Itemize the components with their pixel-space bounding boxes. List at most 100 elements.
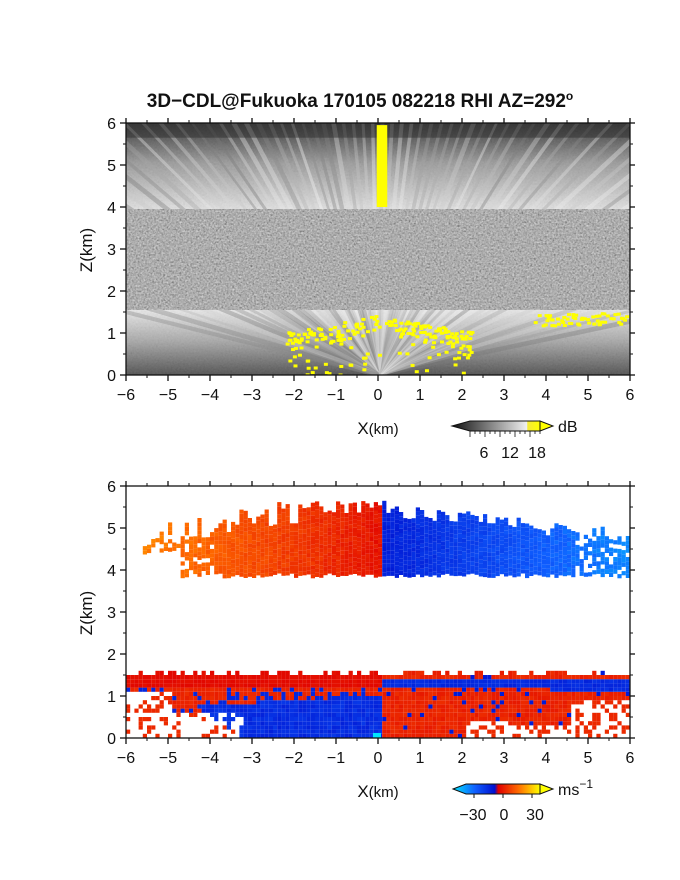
velocity-cell: [352, 506, 357, 511]
velocity-cell: [415, 520, 420, 525]
velocity-cell: [525, 536, 530, 541]
velocity-cell: [168, 526, 173, 531]
velocity-cell: [420, 573, 425, 578]
velocity-cell: [252, 565, 257, 570]
velocity-cell: [478, 563, 483, 569]
velocity-cell: [466, 687, 471, 692]
yellow-pixel: [433, 336, 438, 340]
velocity-cell: [218, 708, 223, 713]
velocity-cell: [508, 679, 513, 684]
velocity-cell: [260, 700, 265, 705]
velocity-cell: [306, 553, 311, 558]
velocity-cell: [373, 721, 378, 726]
velocity-cell: [625, 569, 630, 574]
velocity-cell: [470, 561, 475, 566]
velocity-cell: [264, 700, 269, 705]
velocity-cell: [235, 679, 240, 684]
velocity-cell: [210, 704, 215, 709]
velocity-cell: [436, 573, 441, 578]
velocity-cell: [340, 696, 345, 701]
velocity-cell: [558, 562, 563, 567]
velocity-cell: [403, 547, 408, 552]
velocity-cell: [285, 520, 290, 526]
velocity-cell: [239, 700, 244, 705]
velocity-cell: [483, 568, 488, 573]
velocity-cell: [550, 545, 555, 550]
velocity-cell: [546, 679, 551, 684]
velocity-cell: [499, 712, 504, 717]
velocity-cell: [252, 540, 257, 545]
velocity-cell: [466, 540, 471, 545]
velocity-cell: [415, 721, 420, 726]
velocity-cell: [226, 540, 231, 545]
velocity-cell: [390, 521, 395, 526]
velocity-cell: [281, 691, 286, 696]
velocity-cell: [226, 536, 231, 541]
yellow-pixel: [454, 332, 459, 336]
velocity-cell: [411, 543, 416, 548]
velocity-cell: [176, 683, 181, 688]
velocity-cell: [264, 708, 269, 713]
velocity-cell: [298, 546, 303, 551]
velocity-cell: [579, 567, 584, 572]
velocity-cell: [273, 721, 278, 726]
velocity-cell: [315, 717, 320, 722]
velocity-cell: [264, 522, 269, 527]
velocity-cell: [361, 534, 366, 539]
velocity-cell: [264, 670, 269, 675]
reflectivity-plot: [126, 123, 630, 375]
velocity-cell: [268, 559, 273, 564]
velocity-cell: [541, 543, 546, 548]
velocity-cell: [478, 547, 483, 552]
velocity-cell: [365, 700, 370, 705]
velocity-cell: [210, 687, 215, 692]
yellow-pixel: [405, 352, 410, 356]
velocity-cell: [281, 542, 286, 547]
figure-title: 3D−CDL@Fukuoka 170105 082218 RHI AZ=292o: [147, 89, 574, 112]
velocity-cell: [394, 523, 399, 528]
velocity-cell: [352, 569, 357, 574]
velocity-cell: [550, 670, 555, 675]
velocity-cell: [617, 574, 622, 579]
yellow-pixel: [427, 356, 432, 360]
velocity-cell: [609, 551, 614, 556]
velocity-cell: [508, 542, 513, 547]
velocity-cell: [310, 511, 315, 516]
yellow-pixel: [556, 322, 561, 326]
velocity-cell: [260, 717, 265, 722]
velocity-cell: [445, 683, 450, 688]
velocity-cell: [441, 541, 446, 546]
velocity-cell: [625, 696, 630, 701]
velocity-cell: [516, 538, 521, 543]
velocity-cell: [273, 708, 278, 713]
velocity-cell: [466, 524, 471, 529]
velocity-cell: [436, 712, 441, 717]
velocity-cell: [163, 721, 168, 726]
velocity-cell: [289, 729, 294, 734]
velocity-cell: [193, 704, 198, 709]
velocity-cell: [348, 696, 353, 701]
velocity-cell: [512, 560, 517, 565]
velocity-cell: [474, 675, 479, 680]
yellow-pixel: [591, 315, 596, 319]
velocity-cell: [537, 558, 542, 563]
velocity-cell: [420, 568, 425, 573]
velocity-cell: [470, 548, 475, 553]
velocity-cell: [273, 733, 278, 738]
velocity-cell: [403, 675, 408, 680]
yellow-pixel: [336, 338, 341, 342]
velocity-cell: [394, 733, 399, 738]
velocity-cell: [285, 733, 290, 738]
velocity-cell: [235, 670, 240, 675]
velocity-cell: [365, 696, 370, 701]
velocity-cell: [508, 525, 513, 530]
velocity-cell: [189, 683, 194, 688]
velocity-cell: [453, 525, 458, 530]
velocity-cell: [365, 691, 370, 696]
velocity-cell: [508, 696, 513, 701]
velocity-cell: [264, 675, 269, 680]
velocity-cell: [541, 568, 546, 573]
velocity-cell: [235, 704, 240, 709]
velocity-cell: [348, 683, 353, 688]
velocity-cell: [369, 537, 374, 542]
